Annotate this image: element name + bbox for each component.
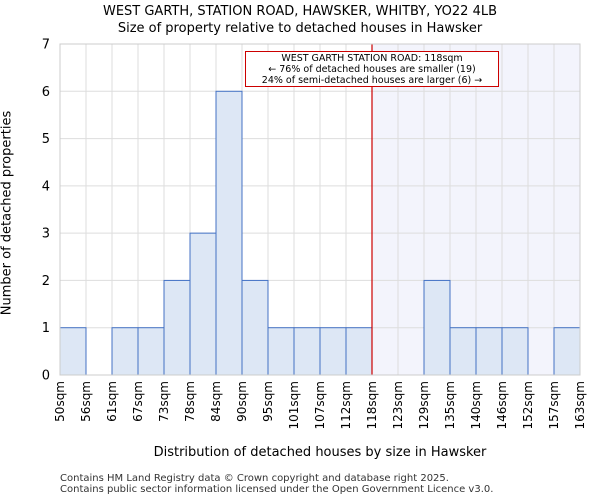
y-tick-label: 3 <box>42 227 50 242</box>
x-tick-label-90sqm: 90sqm <box>235 381 249 422</box>
y-tick-label: 1 <box>42 321 50 336</box>
bar-50sqm <box>59 327 87 376</box>
x-tick-label-118sqm: 118sqm <box>365 381 379 429</box>
x-tick-label-61sqm: 61sqm <box>105 381 119 422</box>
y-tick-label: 4 <box>42 179 50 194</box>
x-tick-label-140sqm: 140sqm <box>469 381 483 429</box>
x-tick-label-107sqm: 107sqm <box>313 381 327 429</box>
footer-line-1: Contains HM Land Registry data © Crown c… <box>60 473 449 484</box>
annotation-line-3: 24% of semi-detached houses are larger (… <box>261 75 483 86</box>
footer-line-2: Contains public sector information licen… <box>60 484 494 495</box>
plot-frame <box>59 43 581 376</box>
bar-101sqm <box>293 327 321 376</box>
x-tick-label-67sqm: 67sqm <box>131 381 145 422</box>
x-tick-label-73sqm: 73sqm <box>157 381 171 422</box>
x-tick-label-129sqm: 129sqm <box>417 381 431 429</box>
bar-157sqm <box>553 327 581 376</box>
bar-95sqm <box>267 327 295 376</box>
x-tick-label-95sqm: 95sqm <box>261 381 275 422</box>
x-tick-label-163sqm: 163sqm <box>573 381 587 429</box>
annotation-box: WEST GARTH STATION ROAD: 118sqm ← 76% of… <box>245 51 499 87</box>
annotation-line-2: ← 76% of detached houses are smaller (19… <box>268 64 476 75</box>
x-tick-label-56sqm: 56sqm <box>79 381 93 422</box>
bar-90sqm <box>241 279 269 376</box>
bar-107sqm <box>319 327 347 376</box>
bar-73sqm <box>163 279 191 376</box>
bar-135sqm <box>449 327 477 376</box>
y-tick-label: 0 <box>42 369 50 384</box>
y-tick-label: 6 <box>42 85 50 100</box>
x-tick-label-78sqm: 78sqm <box>183 381 197 422</box>
chart-title: WEST GARTH, STATION ROAD, HAWSKER, WHITB… <box>102 4 498 19</box>
bar-78sqm <box>189 232 217 376</box>
chart-subtitle: Size of property relative to detached ho… <box>117 21 483 36</box>
bar-112sqm <box>345 327 373 376</box>
y-tick-label: 7 <box>42 38 50 53</box>
bar-146sqm <box>501 327 529 376</box>
y-tick-label: 2 <box>42 274 50 289</box>
bar-61sqm <box>111 327 139 376</box>
bar-67sqm <box>137 327 165 376</box>
bar-129sqm <box>423 279 451 376</box>
bar-140sqm <box>475 327 503 376</box>
annotation-line-1: WEST GARTH STATION ROAD: 118sqm <box>281 53 463 64</box>
x-tick-label-135sqm: 135sqm <box>443 381 457 429</box>
x-tick-label-123sqm: 123sqm <box>391 381 405 429</box>
y-tick-label: 5 <box>42 132 50 147</box>
x-tick-label-84sqm: 84sqm <box>209 381 223 422</box>
x-axis-label: Distribution of detached houses by size … <box>153 445 487 460</box>
x-tick-label-157sqm: 157sqm <box>547 381 561 429</box>
x-tick-label-50sqm: 50sqm <box>53 381 67 422</box>
x-tick-label-112sqm: 112sqm <box>339 381 353 429</box>
x-tick-label-146sqm: 146sqm <box>495 381 509 429</box>
x-tick-label-101sqm: 101sqm <box>287 381 301 429</box>
bar-84sqm <box>215 90 243 376</box>
y-axis-label: Number of detached properties <box>0 110 15 316</box>
x-tick-label-152sqm: 152sqm <box>521 381 535 429</box>
